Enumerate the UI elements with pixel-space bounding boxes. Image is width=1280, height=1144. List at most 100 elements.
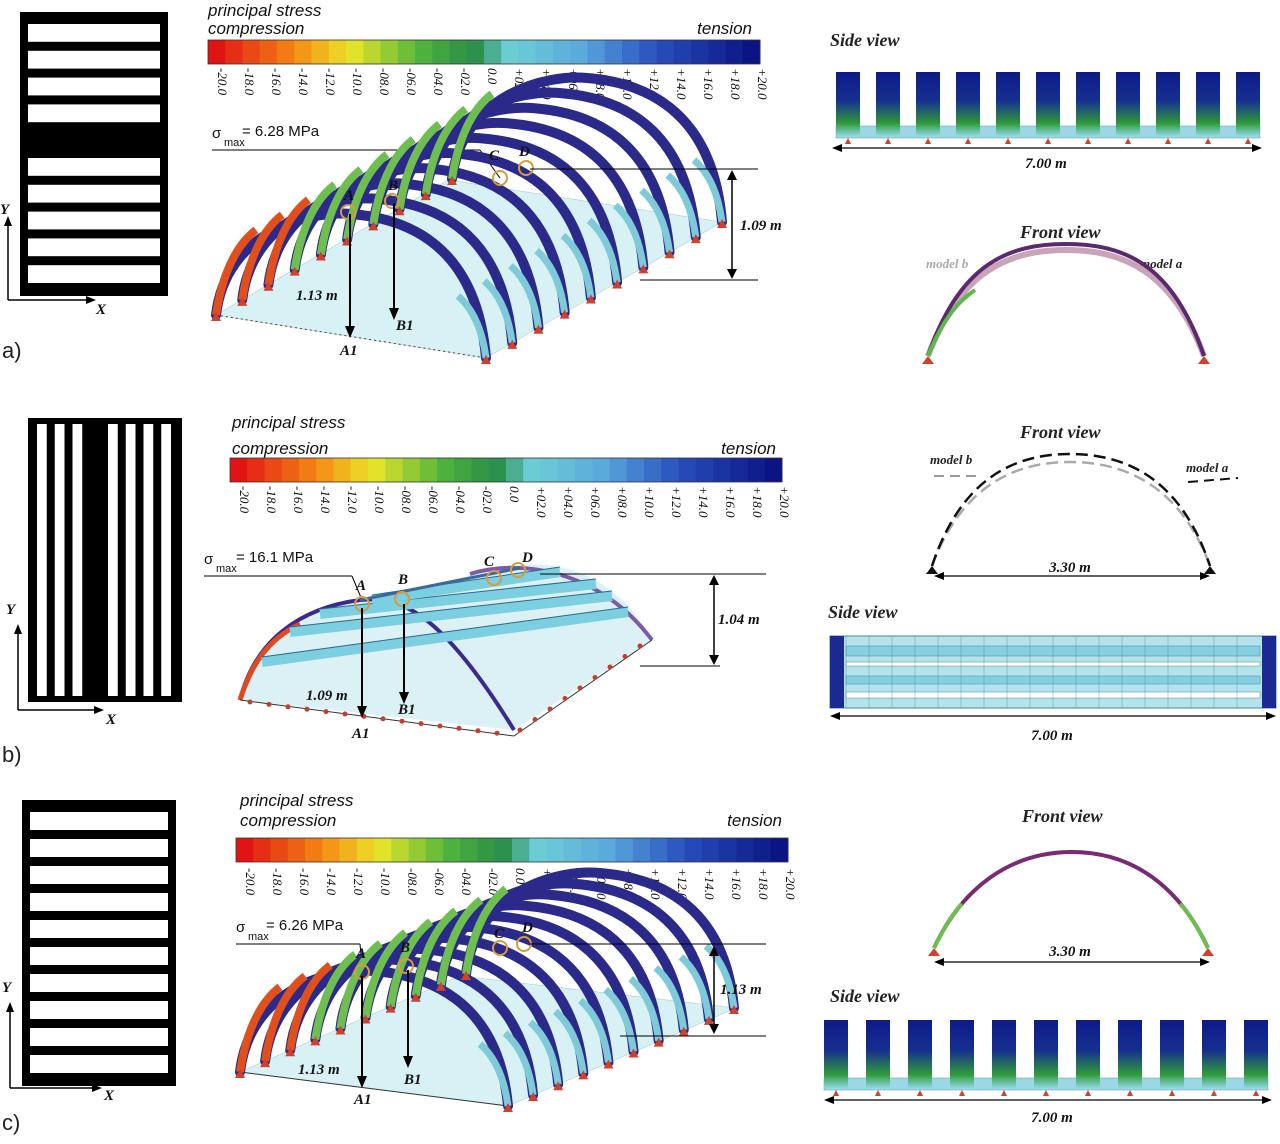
panel-c: c) Y X principal stress compression tens…	[0, 780, 1280, 1144]
side-column	[996, 72, 1020, 136]
side-dimension: 7.00 m	[1025, 156, 1067, 172]
support	[266, 701, 272, 707]
scale-tick-label: +14.0	[702, 868, 717, 900]
stress-color-scale: principal stress compression tension -20…	[207, 1, 770, 100]
plan-opening	[30, 1028, 168, 1046]
scale-tick-label: -12.0	[323, 68, 338, 96]
support	[1165, 138, 1171, 144]
side-column	[1076, 72, 1100, 136]
scale-tick-label: -20.0	[215, 68, 230, 96]
support	[481, 355, 491, 364]
arch-rib	[447, 72, 727, 227]
scale-swatch	[425, 838, 444, 862]
scale-tick-label: -02.0	[458, 68, 473, 96]
scale-tick-label: -06.0	[404, 68, 419, 96]
measure-annotations: A B C D A1 B1 1.13 m 1.13 m	[298, 920, 766, 1108]
front-view-c: Front view 3.30 m	[928, 806, 1214, 966]
arch-rib-base	[527, 1019, 562, 1085]
beam-edge	[319, 578, 597, 610]
support	[703, 1015, 714, 1025]
beam	[261, 607, 629, 667]
point-a-label: A	[355, 946, 366, 962]
axis-y-label: Y	[2, 980, 13, 996]
scale-swatch	[632, 838, 651, 862]
height-right-label: 1.13 m	[720, 982, 762, 998]
scale-swatch	[346, 40, 364, 64]
scale-swatch	[247, 458, 265, 482]
scale-swatch	[471, 458, 490, 482]
scale-swatch	[678, 458, 697, 482]
scale-tick-label: +18.0	[750, 486, 765, 518]
shell-model-3d	[237, 564, 654, 737]
support	[304, 706, 310, 712]
scale-swatch	[622, 40, 640, 64]
scale-swatch	[208, 40, 226, 64]
plan-opening	[30, 947, 168, 965]
scale-tick-label: +08.0	[615, 486, 630, 518]
arch-rib-compression	[236, 983, 283, 1073]
side-column	[824, 1020, 848, 1088]
scale-swatch	[512, 838, 530, 862]
arch-rib-base	[603, 986, 638, 1053]
scale-swatch	[391, 838, 409, 862]
scale-tick-label: +14.0	[674, 68, 689, 100]
scale-swatch	[540, 458, 559, 482]
support	[418, 721, 424, 727]
support	[664, 249, 675, 259]
support	[394, 206, 405, 216]
scale-tick-label: -02.0	[480, 486, 495, 514]
side-column	[1156, 72, 1180, 136]
view-title: Side view	[828, 602, 898, 622]
scale-swatch	[385, 458, 403, 482]
scale-tension-label: tension	[727, 811, 782, 830]
plan-opening	[28, 265, 160, 283]
scale-swatch	[770, 838, 789, 862]
side-column	[916, 72, 940, 136]
support	[1043, 1090, 1049, 1096]
view-title: Front view	[1021, 806, 1104, 826]
sigma-symbol: σ	[236, 919, 246, 936]
scale-title: principal stress	[239, 791, 354, 810]
height-right-label: 1.04 m	[718, 612, 760, 628]
arch-rib-compression	[386, 918, 434, 1008]
model-b-label: model b	[930, 452, 973, 467]
scale-swatch	[356, 838, 375, 862]
point-b-label: B	[387, 178, 398, 194]
panel-letter: a)	[2, 338, 22, 363]
scale-swatch	[553, 40, 571, 64]
support	[447, 176, 457, 185]
support	[517, 727, 523, 733]
plan-pattern-horizontal	[20, 12, 168, 296]
support	[211, 312, 221, 321]
plan-opening	[108, 424, 118, 696]
support	[1001, 1090, 1007, 1096]
shell-model-3d	[235, 867, 739, 1112]
support	[1211, 1090, 1217, 1096]
support	[965, 138, 971, 144]
scale-tick-label: +18.0	[756, 868, 771, 900]
support	[335, 1025, 346, 1035]
sigma-subscript: max	[224, 137, 245, 149]
support	[1005, 138, 1011, 144]
scale-tick-label: +20.0	[777, 486, 792, 518]
support	[385, 1003, 396, 1013]
point-b1-label: B1	[397, 702, 416, 718]
scale-swatch	[311, 40, 330, 64]
scale-tick-label: +10.0	[642, 486, 657, 518]
arch-rib-compression	[261, 972, 308, 1062]
scale-bar: -20.0 -18.0 -16.0 -14.0 -12.0 -10.0 -08.0 -06.0…	[207, 39, 770, 100]
scale-tick-label: 0.0	[507, 486, 522, 503]
scale-swatch	[523, 458, 541, 482]
scale-tick-label: -16.0	[291, 486, 306, 514]
scale-tick-label: -14.0	[324, 868, 339, 896]
panel-a-figure: Y X principal stress compression tension…	[0, 1, 1262, 364]
support	[420, 191, 431, 201]
sigma-subscript: max	[248, 931, 269, 943]
scale-tick-label: -14.0	[318, 486, 333, 514]
scale-swatch	[437, 458, 455, 482]
plan-opening	[54, 424, 65, 696]
side-dimension: 7.00 m	[1031, 1110, 1073, 1126]
point-b1-label: B1	[395, 318, 414, 334]
plan-pattern-horizontal	[22, 800, 176, 1086]
scale-swatch	[626, 458, 645, 482]
